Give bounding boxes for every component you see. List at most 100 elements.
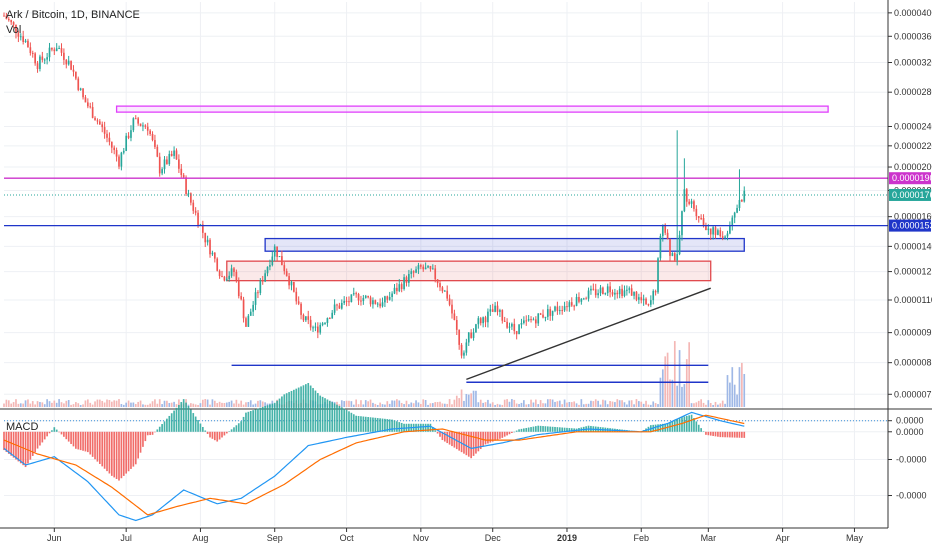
macd-histogram-bar <box>46 431 48 437</box>
candle-body <box>245 318 247 327</box>
macd-histogram-bar <box>158 426 161 432</box>
candle-body <box>556 306 559 311</box>
candle-body <box>472 332 475 338</box>
candle-body <box>307 316 310 320</box>
volume-bar <box>623 402 626 407</box>
macd-histogram-bar <box>199 423 202 432</box>
candle-body <box>465 342 468 353</box>
candle-body <box>309 319 312 328</box>
volume-bar <box>472 390 475 407</box>
candle-body <box>242 299 245 319</box>
volume-bar <box>467 394 470 407</box>
volume-bar <box>10 403 13 407</box>
macd-histogram-bar <box>41 431 44 443</box>
macd-histogram-bar <box>558 427 561 432</box>
candle-body <box>273 246 276 257</box>
macd-histogram-bar <box>216 431 219 442</box>
candle-body <box>142 125 144 127</box>
volume-bar <box>163 400 166 407</box>
candle-body <box>412 271 415 273</box>
macd-histogram-bar <box>5 431 8 452</box>
candle-body <box>24 40 27 42</box>
macd-histogram-bar <box>563 427 566 432</box>
volume-bar <box>491 402 494 407</box>
volume-bar <box>570 402 573 407</box>
candle-body <box>616 292 619 295</box>
time-tick-label: Dec <box>485 533 502 543</box>
macd-histogram-bar <box>702 431 705 432</box>
macd-histogram-bar <box>48 431 51 434</box>
macd-histogram-bar <box>249 410 252 432</box>
volume-bar <box>532 402 535 407</box>
macd-histogram-bar <box>690 414 693 432</box>
candle-body <box>67 60 70 65</box>
volume-bar <box>348 400 350 407</box>
candle-body <box>355 293 358 295</box>
macd-histogram-bar <box>726 431 729 438</box>
volume-bar <box>190 403 192 407</box>
candle-body <box>570 302 573 306</box>
candle-body <box>523 320 525 324</box>
candle-body <box>163 159 166 170</box>
volume-bar <box>41 402 44 407</box>
price-tick-label: 0.00003200 <box>894 57 932 67</box>
macd-histogram-bar <box>84 431 87 452</box>
volume-bar <box>518 403 520 407</box>
macd-histogram-bar <box>479 431 482 450</box>
candle-body <box>39 56 41 69</box>
volume-bar <box>484 402 487 407</box>
volume-bar <box>338 404 341 407</box>
volume-bar <box>360 400 362 407</box>
candle-body <box>654 291 657 293</box>
candle-body <box>580 298 583 302</box>
candle-body <box>635 291 638 300</box>
candle-body <box>455 320 458 330</box>
volume-bar <box>733 384 736 407</box>
candle-body <box>726 233 729 237</box>
volume-bar <box>741 362 743 407</box>
volume-bar <box>697 400 700 407</box>
candle-body <box>216 258 219 271</box>
candle-body <box>503 320 506 322</box>
macd-histogram-bar <box>434 430 437 432</box>
volume-bar <box>640 401 643 407</box>
macd-histogram-bar <box>714 431 717 437</box>
volume-bar <box>187 404 190 407</box>
macd-histogram-bar <box>328 400 331 432</box>
macd-histogram-bar <box>709 431 712 436</box>
macd-histogram-bar <box>314 390 317 432</box>
macd-histogram-bar <box>712 431 714 436</box>
volume-bar <box>151 401 154 407</box>
candle-body <box>479 318 482 324</box>
candle-body <box>508 326 511 328</box>
volume-bar <box>712 404 714 407</box>
volume-bar <box>199 403 202 407</box>
macd-histogram-bar <box>338 405 341 432</box>
macd-histogram-bar <box>240 421 243 432</box>
volume-bar <box>46 399 48 407</box>
macd-histogram-bar <box>156 429 159 432</box>
macd-histogram-bar <box>661 423 664 432</box>
candle-body <box>168 153 171 165</box>
candle-body <box>178 159 180 169</box>
macd-histogram-bar <box>113 431 116 478</box>
macd-histogram-bar <box>134 431 137 465</box>
volume-bar <box>154 399 156 407</box>
volume-bar <box>736 394 738 407</box>
candle-body <box>417 265 420 270</box>
volume-bar <box>156 403 159 407</box>
candle-body <box>626 289 628 291</box>
macd-histogram-bar <box>446 431 449 444</box>
volume-bar <box>120 403 123 407</box>
volume-bar <box>22 403 25 407</box>
volume-bar <box>568 401 571 407</box>
candle-body <box>532 319 535 321</box>
volume-bar <box>415 400 417 407</box>
price-badge-label: 0.00001902 <box>892 173 932 183</box>
volume-bar <box>731 367 734 407</box>
candle-body <box>96 120 99 122</box>
candle-body <box>269 265 271 267</box>
candle-body <box>666 232 669 239</box>
candle-body <box>110 141 113 148</box>
